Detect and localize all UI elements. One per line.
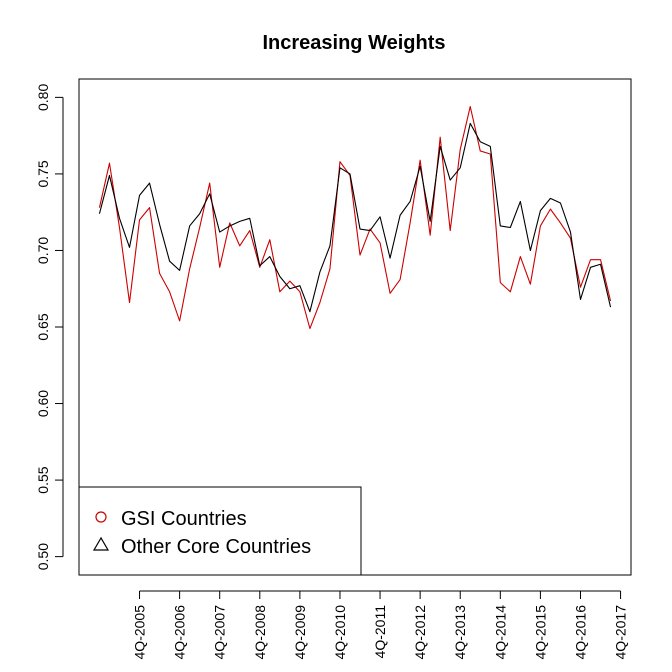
y-tick-label: 0.80 xyxy=(35,84,51,111)
x-tick-label: 4Q-2016 xyxy=(572,605,588,660)
y-axis: 0.50 0.55 0.60 0.65 0.70 0.75 0.80 xyxy=(35,84,64,570)
legend-marker-circle xyxy=(95,511,107,523)
x-tick-label: 4Q-2015 xyxy=(532,605,548,660)
series-layer xyxy=(98,106,612,330)
x-tick-label: 4Q-2012 xyxy=(412,605,428,660)
x-axis: 4Q-2005 4Q-2006 4Q-2007 4Q-2008 4Q-2009 4Q-20… xyxy=(132,590,629,660)
legend-label: GSI Countries xyxy=(121,508,247,530)
legend-box xyxy=(78,486,362,576)
x-tick-label: 4Q-2011 xyxy=(372,605,388,659)
y-tick-label: 0.50 xyxy=(35,543,51,570)
chart-title: Increasing Weights xyxy=(262,32,445,54)
x-tick-label: 4Q-2009 xyxy=(292,605,308,660)
legend-label: Other Core Countries xyxy=(121,536,311,558)
y-tick-label: 0.60 xyxy=(35,390,51,417)
y-tick-label: 0.65 xyxy=(35,313,51,340)
series-line-1 xyxy=(98,106,612,330)
x-tick-label: 4Q-2007 xyxy=(212,605,228,660)
y-tick-label: 0.75 xyxy=(35,160,51,187)
legend: GSI Countries Other Core Countries xyxy=(78,486,362,576)
y-tick-label: 0.55 xyxy=(35,466,51,493)
x-tick-label: 4Q-2006 xyxy=(172,605,188,660)
series-line-2 xyxy=(98,122,612,313)
x-tick-label: 4Q-2010 xyxy=(332,605,348,660)
x-tick-label: 4Q-2017 xyxy=(613,605,629,660)
x-tick-label: 4Q-2008 xyxy=(252,605,268,660)
x-tick-label: 4Q-2005 xyxy=(132,605,148,660)
x-tick-label: 4Q-2013 xyxy=(452,605,468,660)
x-tick-label: 4Q-2014 xyxy=(492,605,508,660)
y-tick-label: 0.70 xyxy=(35,237,51,264)
legend-marker-triangle xyxy=(92,536,110,551)
